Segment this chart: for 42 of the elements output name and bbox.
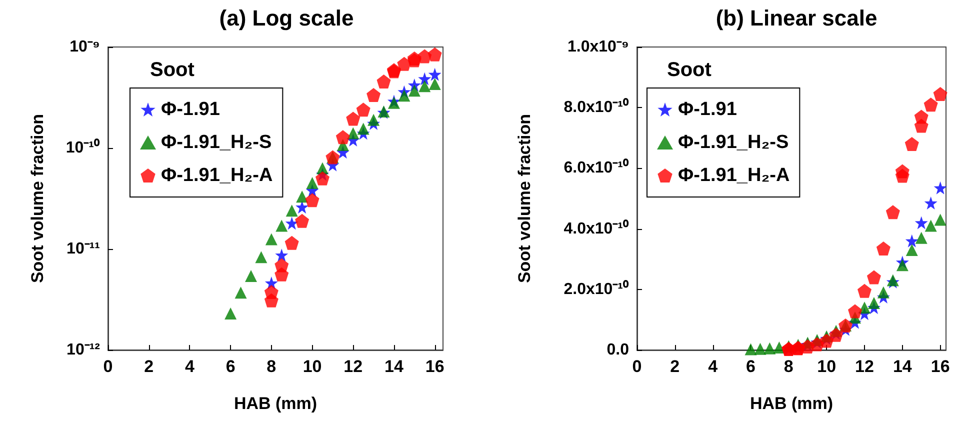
x-tick-label: 6 [226, 357, 236, 376]
x-tick-label: 10 [817, 357, 836, 376]
y-tick-label: 1.0x10⁻⁹ [567, 38, 629, 56]
x-tick-label: 4 [708, 357, 718, 376]
legend-label: Φ-1.91_H₂-A [161, 165, 273, 186]
y-tick-label: 10⁻¹² [66, 342, 100, 358]
x-tick-label: 8 [266, 357, 276, 376]
legend-label: Φ-1.91_H₂-S [161, 132, 272, 153]
x-tick-label: 16 [425, 357, 444, 376]
x-axis-title: HAB (mm) [234, 394, 318, 413]
y-tick-label: 6.0x10⁻¹⁰ [564, 158, 629, 177]
legend-label: Φ-1.91_H₂-A [678, 165, 790, 186]
y-tick-label: 2.0x10⁻¹⁰ [564, 280, 629, 298]
x-tick-label: 12 [855, 357, 874, 376]
y-tick-label: 0.0 [606, 342, 630, 358]
x-axis-title: HAB (mm) [750, 394, 834, 413]
x-tick-label: 2 [670, 357, 680, 376]
y-tick-label: 8.0x10⁻¹⁰ [564, 98, 629, 116]
x-tick-label: 16 [930, 357, 950, 376]
x-tick-label: 0 [632, 357, 642, 376]
chart-title: (b) Linear scale [716, 6, 878, 30]
y-tick-label: 10⁻¹⁰ [66, 138, 100, 156]
legend-title: Soot [667, 59, 712, 81]
x-tick-label: 0 [103, 357, 113, 376]
legend-label: Φ-1.91 [161, 99, 220, 120]
y-axis-title: Soot volume fraction [28, 114, 47, 284]
y-tick-label: 10⁻¹¹ [66, 240, 100, 258]
y-tick-label: 4.0x10⁻¹⁰ [564, 219, 629, 238]
x-tick-label: 14 [384, 357, 404, 376]
legend-label: Φ-1.91_H₂-S [678, 132, 789, 153]
x-tick-label: 6 [746, 357, 756, 376]
x-tick-label: 10 [302, 357, 322, 376]
y-tick-label: 10⁻⁹ [70, 38, 100, 56]
x-tick-label: 8 [784, 357, 794, 376]
x-tick-label: 14 [892, 357, 912, 376]
legend-title: Soot [150, 59, 195, 81]
chart-title: (a) Log scale [219, 6, 354, 30]
x-tick-label: 12 [344, 357, 363, 376]
y-axis-title: Soot volume fraction [515, 114, 534, 284]
x-tick-label: 2 [144, 357, 154, 376]
x-tick-label: 4 [184, 357, 195, 376]
legend-label: Φ-1.91 [678, 99, 738, 120]
